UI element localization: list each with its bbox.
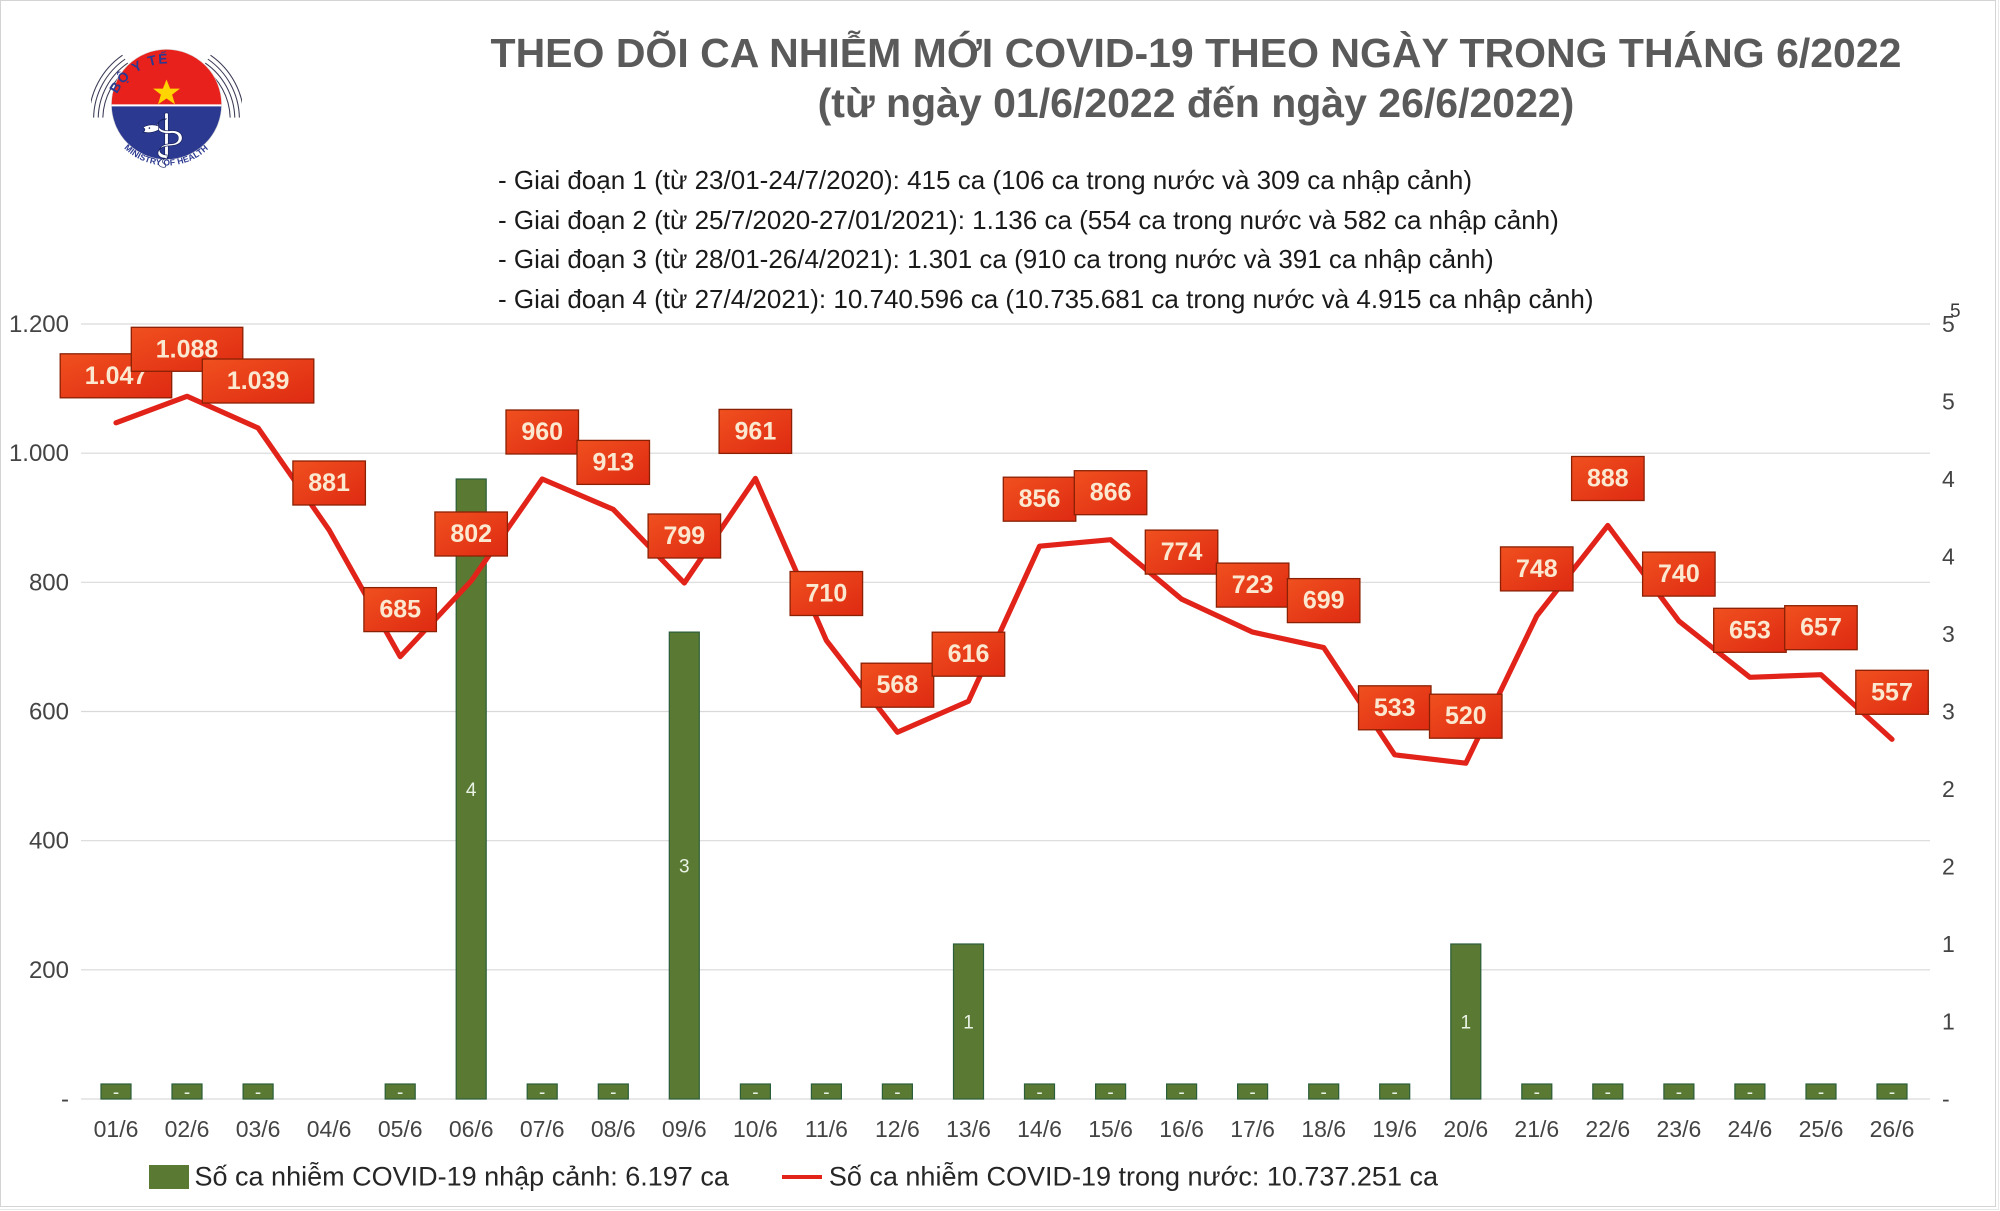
svg-text:10/6: 10/6 bbox=[733, 1116, 778, 1142]
svg-text:15/6: 15/6 bbox=[1088, 1116, 1133, 1142]
svg-text:653: 653 bbox=[1729, 616, 1771, 644]
svg-text:1: 1 bbox=[1461, 1013, 1472, 1034]
svg-text:11/6: 11/6 bbox=[805, 1116, 848, 1142]
svg-text:-: - bbox=[894, 1083, 900, 1104]
svg-text:-: - bbox=[823, 1083, 829, 1104]
svg-text:01/6: 01/6 bbox=[94, 1116, 139, 1142]
svg-text:856: 856 bbox=[1019, 485, 1061, 513]
svg-text:05/6: 05/6 bbox=[378, 1116, 423, 1142]
svg-text:600: 600 bbox=[29, 699, 69, 726]
svg-text:-: - bbox=[539, 1083, 545, 1104]
svg-text:13/6: 13/6 bbox=[946, 1116, 991, 1142]
svg-text:04/6: 04/6 bbox=[307, 1116, 352, 1142]
svg-text:913: 913 bbox=[592, 448, 634, 476]
svg-text:-: - bbox=[1321, 1083, 1327, 1104]
svg-text:-: - bbox=[1889, 1083, 1895, 1104]
svg-text:520: 520 bbox=[1445, 702, 1487, 730]
svg-text:-: - bbox=[610, 1083, 616, 1104]
svg-text:774: 774 bbox=[1161, 538, 1203, 566]
svg-text:07/6: 07/6 bbox=[520, 1116, 565, 1142]
svg-text:14/6: 14/6 bbox=[1017, 1116, 1062, 1142]
svg-text:21/6: 21/6 bbox=[1514, 1116, 1559, 1142]
svg-text:-: - bbox=[1178, 1083, 1184, 1104]
svg-text:-: - bbox=[397, 1083, 403, 1104]
svg-text:723: 723 bbox=[1232, 571, 1274, 599]
svg-text:03/6: 03/6 bbox=[236, 1116, 281, 1142]
svg-text:18/6: 18/6 bbox=[1301, 1116, 1346, 1142]
svg-text:799: 799 bbox=[663, 522, 705, 550]
svg-text:12/6: 12/6 bbox=[875, 1116, 920, 1142]
svg-text:800: 800 bbox=[29, 569, 69, 596]
svg-text:22/6: 22/6 bbox=[1585, 1116, 1630, 1142]
svg-text:-: - bbox=[184, 1083, 190, 1104]
svg-text:1: 1 bbox=[1942, 931, 1955, 957]
svg-text:748: 748 bbox=[1516, 555, 1558, 583]
svg-text:740: 740 bbox=[1658, 560, 1700, 588]
svg-text:4: 4 bbox=[1942, 466, 1955, 492]
svg-text:25/6: 25/6 bbox=[1799, 1116, 1844, 1142]
svg-text:1: 1 bbox=[1942, 1009, 1955, 1035]
svg-text:-: - bbox=[61, 1086, 69, 1113]
svg-text:-: - bbox=[1605, 1083, 1611, 1104]
svg-text:-: - bbox=[113, 1083, 119, 1104]
svg-text:2: 2 bbox=[1942, 854, 1955, 880]
svg-text:3: 3 bbox=[679, 857, 690, 878]
svg-text:16/6: 16/6 bbox=[1159, 1116, 1204, 1142]
svg-text:616: 616 bbox=[948, 640, 990, 668]
svg-text:06/6: 06/6 bbox=[449, 1116, 494, 1142]
svg-text:802: 802 bbox=[450, 520, 492, 548]
svg-text:-: - bbox=[1036, 1083, 1042, 1104]
svg-text:400: 400 bbox=[29, 828, 69, 855]
svg-text:699: 699 bbox=[1303, 587, 1345, 615]
svg-text:866: 866 bbox=[1090, 479, 1132, 507]
svg-text:3: 3 bbox=[1942, 699, 1955, 725]
svg-text:5: 5 bbox=[1942, 311, 1955, 337]
svg-text:5: 5 bbox=[1942, 389, 1955, 415]
svg-text:888: 888 bbox=[1587, 465, 1629, 493]
svg-text:568: 568 bbox=[877, 671, 919, 699]
svg-text:-: - bbox=[1747, 1083, 1753, 1104]
svg-text:-: - bbox=[752, 1083, 758, 1104]
svg-text:2: 2 bbox=[1942, 776, 1955, 802]
svg-text:-: - bbox=[1249, 1083, 1255, 1104]
svg-text:19/6: 19/6 bbox=[1372, 1116, 1417, 1142]
svg-text:1: 1 bbox=[963, 1013, 974, 1034]
svg-text:02/6: 02/6 bbox=[165, 1116, 210, 1142]
svg-text:200: 200 bbox=[29, 957, 69, 984]
svg-text:960: 960 bbox=[521, 418, 563, 446]
svg-text:-: - bbox=[1942, 1086, 1950, 1112]
svg-text:961: 961 bbox=[735, 417, 777, 445]
svg-text:1.200: 1.200 bbox=[9, 311, 69, 338]
svg-text:685: 685 bbox=[379, 596, 421, 624]
svg-text:09/6: 09/6 bbox=[662, 1116, 707, 1142]
svg-text:1.000: 1.000 bbox=[9, 440, 69, 467]
svg-text:710: 710 bbox=[806, 580, 848, 608]
svg-text:20/6: 20/6 bbox=[1443, 1116, 1488, 1142]
svg-text:4: 4 bbox=[1942, 544, 1955, 570]
svg-text:-: - bbox=[255, 1083, 261, 1104]
svg-text:24/6: 24/6 bbox=[1728, 1116, 1773, 1142]
svg-text:1.039: 1.039 bbox=[227, 367, 290, 395]
svg-text:881: 881 bbox=[308, 469, 350, 497]
svg-text:08/6: 08/6 bbox=[591, 1116, 636, 1142]
svg-text:-: - bbox=[1392, 1083, 1398, 1104]
svg-text:26/6: 26/6 bbox=[1870, 1116, 1915, 1142]
svg-text:-: - bbox=[1818, 1083, 1824, 1104]
svg-text:-: - bbox=[1676, 1083, 1682, 1104]
svg-text:3: 3 bbox=[1942, 621, 1955, 647]
svg-text:657: 657 bbox=[1800, 614, 1842, 642]
svg-text:23/6: 23/6 bbox=[1657, 1116, 1702, 1142]
svg-text:17/6: 17/6 bbox=[1230, 1116, 1275, 1142]
svg-text:4: 4 bbox=[466, 780, 477, 801]
svg-text:-: - bbox=[1107, 1083, 1113, 1104]
svg-text:557: 557 bbox=[1871, 678, 1913, 706]
svg-text:533: 533 bbox=[1374, 694, 1416, 722]
svg-text:-: - bbox=[1534, 1083, 1540, 1104]
